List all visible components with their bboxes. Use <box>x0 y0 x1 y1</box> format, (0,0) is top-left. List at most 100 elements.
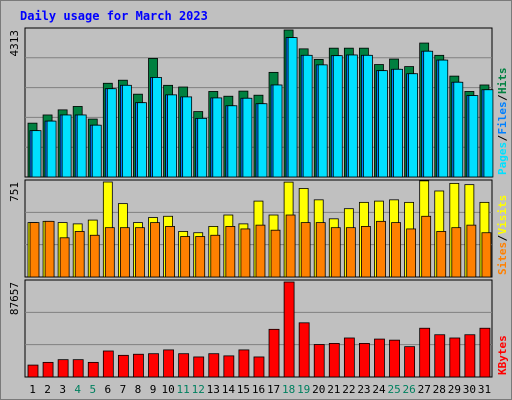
bar-pages-day-28 <box>438 59 449 178</box>
x-tick-label-day-24: 24 <box>372 383 386 396</box>
bar-pages-day-2 <box>46 120 57 178</box>
x-tick-label-day-23: 23 <box>357 383 370 396</box>
bar-pages-day-15 <box>242 97 253 178</box>
x-tick-label-day-4: 4 <box>74 383 81 396</box>
bar-pages-day-24 <box>378 70 388 178</box>
bar-sites-day-16 <box>255 224 266 278</box>
bar-kbytes-day-30 <box>464 334 476 378</box>
bar-kbytes-day-8 <box>133 353 144 378</box>
bar-sites-day-20 <box>315 222 326 278</box>
bar-kbytes-day-3 <box>57 359 69 378</box>
bar-sites-day-17 <box>270 229 281 278</box>
x-tick-label-day-27: 27 <box>418 383 431 396</box>
bar-kbytes-day-25 <box>389 339 400 378</box>
legend-files: Files <box>496 101 509 134</box>
bar-sites-day-21 <box>330 227 341 278</box>
x-tick-label-day-30: 30 <box>463 383 476 396</box>
bar-pages-day-11 <box>182 96 193 178</box>
x-tick-label-day-20: 20 <box>312 383 325 396</box>
bar-kbytes-day-2 <box>42 361 54 378</box>
x-tick-label-day-21: 21 <box>327 383 340 396</box>
bar-kbytes-day-20 <box>313 344 325 378</box>
bar-sites-day-28 <box>436 231 447 278</box>
bar-pages-day-14 <box>227 105 238 178</box>
x-tick-label-day-3: 3 <box>59 383 66 396</box>
bar-pages-day-8 <box>137 102 147 178</box>
x-tick-label-day-1: 1 <box>29 383 36 396</box>
bar-kbytes-day-1 <box>27 364 39 378</box>
bar-sites-day-2 <box>44 220 55 278</box>
bar-pages-day-5 <box>91 124 102 178</box>
x-tick-label-day-6: 6 <box>105 383 112 396</box>
bar-pages-day-27 <box>423 50 434 178</box>
bar-kbytes-day-10 <box>163 349 174 378</box>
legend-hits: Hits <box>496 68 509 95</box>
bar-pages-day-30 <box>468 95 479 178</box>
bar-sites-day-5 <box>89 234 100 278</box>
x-tick-label-day-12: 12 <box>192 383 205 396</box>
legend-separator: / <box>496 235 509 242</box>
legend-pages: Pages <box>496 142 509 175</box>
bar-kbytes-day-6 <box>102 350 114 378</box>
x-tick-label-day-2: 2 <box>44 383 51 396</box>
bar-sites-day-29 <box>451 227 462 278</box>
bar-sites-day-4 <box>74 231 85 278</box>
x-tick-label-day-5: 5 <box>89 383 96 396</box>
bar-sites-day-11 <box>180 236 191 278</box>
bar-kbytes-day-29 <box>449 337 461 378</box>
bar-pages-day-9 <box>152 77 162 178</box>
legend-separator: / <box>496 94 509 101</box>
bar-kbytes-day-31 <box>479 327 491 378</box>
bar-kbytes-day-11 <box>178 353 190 378</box>
bar-sites-day-3 <box>59 237 70 278</box>
bar-sites-day-24 <box>376 220 386 278</box>
legend-kbytes: KBytes <box>496 335 509 375</box>
x-tick-label-day-14: 14 <box>222 383 236 396</box>
bar-kbytes-day-28 <box>434 334 446 378</box>
x-tick-label-day-15: 15 <box>237 383 250 396</box>
bar-kbytes-day-4 <box>72 359 84 378</box>
legend-sites: Sites <box>496 242 509 275</box>
x-tick-label-day-7: 7 <box>120 383 127 396</box>
x-tick-label-day-31: 31 <box>478 383 491 396</box>
x-tick-label-day-13: 13 <box>207 383 220 396</box>
bar-pages-day-1 <box>31 130 42 178</box>
bar-sites-day-25 <box>391 222 401 278</box>
bar-sites-day-8 <box>135 227 145 278</box>
bar-sites-day-30 <box>466 224 477 278</box>
bar-kbytes-day-27 <box>419 327 431 378</box>
bar-pages-day-22 <box>347 54 358 178</box>
bar-pages-day-16 <box>257 103 268 178</box>
bar-kbytes-day-14 <box>223 355 235 378</box>
bar-pages-day-13 <box>212 97 223 178</box>
bar-kbytes-day-5 <box>87 361 99 378</box>
bar-kbytes-day-9 <box>148 353 159 378</box>
x-tick-label-day-16: 16 <box>252 383 265 396</box>
bar-sites-day-7 <box>119 227 130 278</box>
x-tick-label-day-17: 17 <box>267 383 280 396</box>
y-max-label: 751 <box>8 182 21 202</box>
bar-pages-day-18 <box>287 37 298 178</box>
x-tick-label-day-18: 18 <box>282 383 295 396</box>
bar-kbytes-day-22 <box>343 337 355 378</box>
bar-kbytes-day-24 <box>374 338 385 378</box>
bar-kbytes-day-12 <box>193 356 205 378</box>
bar-pages-day-21 <box>332 55 343 178</box>
x-tick-label-day-29: 29 <box>448 383 461 396</box>
bar-kbytes-day-16 <box>253 356 265 378</box>
bar-pages-day-31 <box>483 89 494 178</box>
bar-pages-day-10 <box>167 94 177 178</box>
bar-sites-day-18 <box>285 214 296 278</box>
bar-sites-day-26 <box>406 228 417 278</box>
bar-pages-day-3 <box>61 114 72 178</box>
bar-kbytes-day-15 <box>238 349 250 378</box>
x-tick-label-day-8: 8 <box>135 383 142 396</box>
x-tick-label-day-26: 26 <box>403 383 416 396</box>
chart-title: Daily usage for March 2023 <box>20 9 208 23</box>
bar-kbytes-day-19 <box>298 322 310 378</box>
bar-pages-day-17 <box>272 84 283 178</box>
x-tick-label-day-28: 28 <box>433 383 446 396</box>
legend-visits: Visits <box>496 195 509 235</box>
bar-pages-day-25 <box>393 68 403 178</box>
